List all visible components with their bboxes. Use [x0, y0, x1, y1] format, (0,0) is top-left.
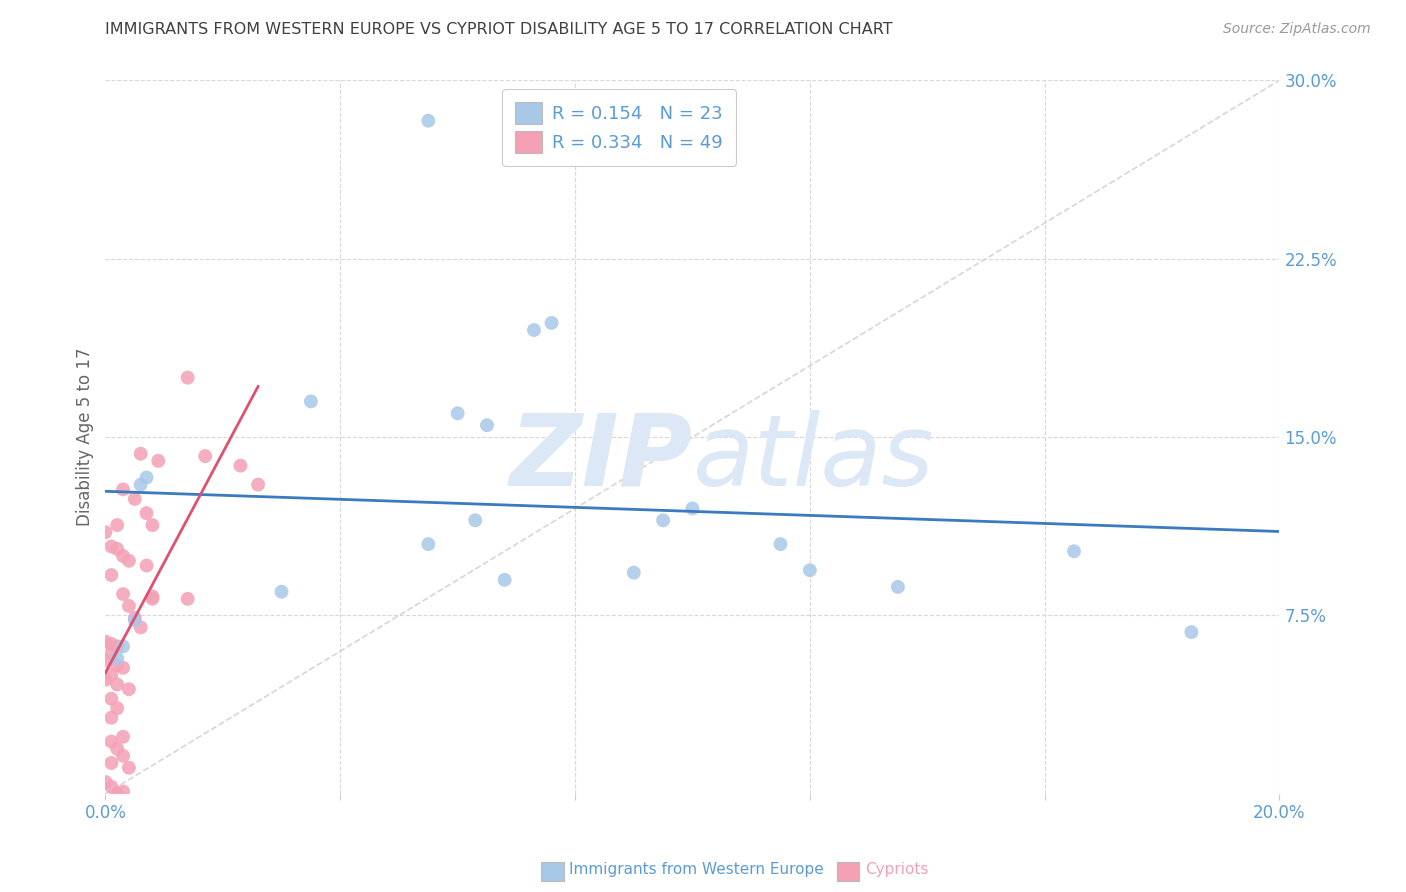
Point — [769, 537, 792, 551]
Point — [112, 483, 135, 497]
Point — [176, 370, 198, 384]
Point — [799, 563, 821, 577]
Point — [229, 458, 252, 473]
Text: ZIP: ZIP — [509, 410, 692, 507]
Point — [100, 780, 122, 794]
Text: Source: ZipAtlas.com: Source: ZipAtlas.com — [1223, 22, 1371, 37]
Point — [299, 394, 322, 409]
Point — [105, 787, 128, 801]
Text: Immigrants from Western Europe: Immigrants from Western Europe — [569, 863, 824, 877]
Text: atlas: atlas — [692, 410, 934, 507]
Point — [112, 784, 135, 798]
Point — [118, 682, 141, 697]
Point — [118, 599, 141, 613]
Point — [129, 447, 152, 461]
Text: Cypriots: Cypriots — [865, 863, 928, 877]
Point — [129, 620, 152, 634]
Point — [270, 584, 292, 599]
Point — [105, 677, 128, 691]
Point — [112, 748, 135, 763]
Point — [418, 113, 440, 128]
Point — [682, 501, 704, 516]
Point — [124, 611, 146, 625]
Point — [523, 323, 546, 337]
Point — [94, 525, 117, 540]
Point — [94, 673, 117, 687]
Point — [418, 537, 440, 551]
Point — [247, 477, 270, 491]
Point — [100, 734, 122, 748]
Point — [494, 573, 516, 587]
Point — [540, 316, 562, 330]
Point — [112, 661, 135, 675]
Point — [135, 558, 157, 573]
Legend: R = 0.154   N = 23, R = 0.334   N = 49: R = 0.154 N = 23, R = 0.334 N = 49 — [502, 89, 735, 166]
Point — [100, 647, 122, 661]
Point — [105, 741, 128, 756]
Point — [464, 513, 486, 527]
Point — [118, 554, 141, 568]
Point — [129, 477, 152, 491]
Point — [112, 549, 135, 563]
Point — [124, 491, 146, 506]
Y-axis label: Disability Age 5 to 17: Disability Age 5 to 17 — [76, 348, 94, 526]
Point — [652, 513, 675, 527]
Point — [1180, 625, 1202, 640]
Point — [105, 651, 128, 665]
Point — [105, 701, 128, 715]
Point — [94, 775, 117, 789]
Point — [100, 711, 122, 725]
Point — [194, 449, 217, 463]
Point — [118, 761, 141, 775]
Point — [94, 654, 117, 668]
Point — [887, 580, 910, 594]
Point — [100, 637, 122, 651]
Point — [94, 634, 117, 648]
Point — [141, 590, 163, 604]
Point — [475, 418, 498, 433]
Point — [141, 591, 163, 606]
Point — [124, 613, 146, 627]
Point — [446, 406, 468, 420]
Point — [105, 658, 128, 673]
Point — [112, 640, 135, 654]
Point — [112, 730, 135, 744]
Text: IMMIGRANTS FROM WESTERN EUROPE VS CYPRIOT DISABILITY AGE 5 TO 17 CORRELATION CHA: IMMIGRANTS FROM WESTERN EUROPE VS CYPRIO… — [105, 22, 893, 37]
Point — [148, 454, 170, 468]
Point — [100, 540, 122, 554]
Point — [1063, 544, 1085, 558]
Point — [623, 566, 645, 580]
Point — [105, 518, 128, 533]
Point — [105, 541, 128, 556]
Point — [112, 587, 135, 601]
Point — [141, 518, 163, 533]
Point — [100, 668, 122, 682]
Point — [100, 756, 122, 770]
Point — [135, 470, 157, 484]
Point — [105, 640, 128, 654]
Point — [100, 568, 122, 582]
Point — [100, 691, 122, 706]
Point — [135, 506, 157, 520]
Point — [176, 591, 198, 606]
